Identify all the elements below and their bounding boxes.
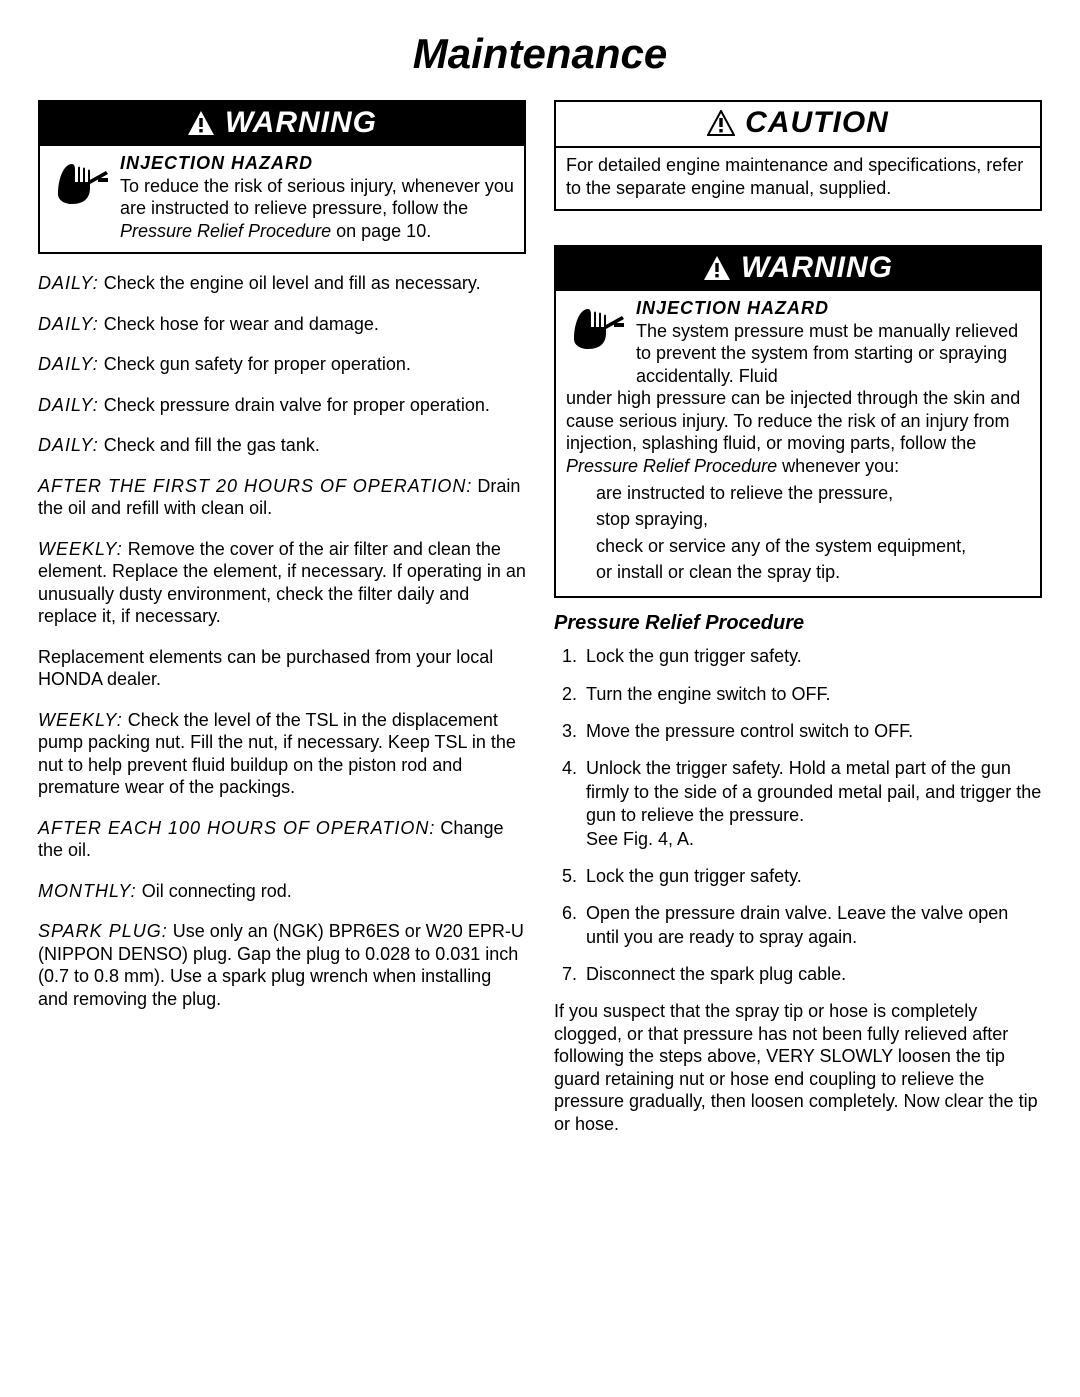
maintenance-item: AFTER EACH 100 HOURS OF OPERATION: Chang…	[38, 817, 526, 862]
procedure-step: Lock the gun trigger safety.	[582, 645, 1042, 668]
warning-body: INJECTION HAZARD The system pressure mus…	[556, 291, 1040, 596]
warning-body-em: Pressure Relief Procedure	[120, 221, 331, 241]
item-label: AFTER EACH 100 HOURS OF OPERATION:	[38, 818, 435, 838]
procedure-tail: If you suspect that the spray tip or hos…	[554, 1000, 1042, 1135]
item-text: Replacement elements can be purchased fr…	[38, 647, 493, 690]
maintenance-item: SPARK PLUG: Use only an (NGK) BPR6ES or …	[38, 920, 526, 1010]
item-label: DAILY:	[38, 354, 99, 374]
procedure-step: Move the pressure control switch to OFF.	[582, 720, 1042, 743]
warning-rest-after: whenever you:	[777, 456, 899, 476]
item-label: DAILY:	[38, 273, 99, 293]
maintenance-item: DAILY: Check hose for wear and damage.	[38, 313, 526, 336]
warning-body-after: on page 10.	[331, 221, 431, 241]
warning-bullet: check or service any of the system equip…	[596, 534, 1030, 558]
alert-triangle-icon	[707, 110, 735, 136]
warning-title: WARNING	[741, 251, 893, 285]
procedure-list: Lock the gun trigger safety. Turn the eng…	[554, 645, 1042, 986]
left-column: WARNING INJECTION HAZARD To reduce the r…	[38, 100, 526, 1135]
warning-title: WARNING	[225, 106, 377, 140]
caution-body: For detailed engine maintenance and spec…	[556, 148, 1040, 209]
warning-lead-text: The system pressure must be manually rel…	[636, 321, 1018, 386]
procedure-step: Disconnect the spark plug cable.	[582, 963, 1042, 986]
maintenance-item: Replacement elements can be purchased fr…	[38, 646, 526, 691]
item-text: Oil connecting rod.	[137, 881, 292, 901]
warning-rest-em: Pressure Relief Procedure	[566, 456, 777, 476]
item-text: Check pressure drain valve for proper op…	[99, 395, 490, 415]
item-text: Check the engine oil level and fill as n…	[99, 273, 481, 293]
item-label: MONTHLY:	[38, 881, 137, 901]
item-label: WEEKLY:	[38, 710, 123, 730]
caution-box: CAUTION For detailed engine maintenance …	[554, 100, 1042, 211]
maintenance-item: DAILY: Check the engine oil level and fi…	[38, 272, 526, 295]
procedure-heading: Pressure Relief Procedure	[554, 612, 1042, 635]
maintenance-item: WEEKLY: Check the level of the TSL in th…	[38, 709, 526, 799]
warning-bullets: are instructed to relieve the pressure,s…	[566, 481, 1030, 584]
item-label: DAILY:	[38, 314, 99, 334]
page: Maintenance WARNING	[0, 0, 1080, 1135]
maintenance-item: WEEKLY: Remove the cover of the air filt…	[38, 538, 526, 628]
caution-header: CAUTION	[556, 102, 1040, 148]
injection-hand-icon	[566, 299, 626, 355]
warning-bullet: or install or clean the spray tip.	[596, 560, 1030, 584]
right-column: CAUTION For detailed engine maintenance …	[554, 100, 1042, 1135]
maintenance-item: DAILY: Check gun safety for proper opera…	[38, 353, 526, 376]
hazard-label: INJECTION HAZARD	[120, 153, 313, 173]
caution-title: CAUTION	[745, 106, 889, 140]
warning-body-before: To reduce the risk of serious injury, wh…	[120, 176, 514, 219]
maintenance-item: DAILY: Check pressure drain valve for pr…	[38, 394, 526, 417]
warning-header: WARNING	[40, 102, 524, 146]
warning-box-right: WARNING INJECTION HAZARD The system pres…	[554, 245, 1042, 598]
maintenance-item: AFTER THE FIRST 20 HOURS OF OPERATION: D…	[38, 475, 526, 520]
procedure-step: Lock the gun trigger safety.	[582, 865, 1042, 888]
item-label: AFTER THE FIRST 20 HOURS OF OPERATION:	[38, 476, 472, 496]
warning-lead: INJECTION HAZARD The system pressure mus…	[636, 297, 1030, 387]
item-text: Check gun safety for proper operation.	[99, 354, 411, 374]
maintenance-item: DAILY: Check and fill the gas tank.	[38, 434, 526, 457]
warning-body: INJECTION HAZARD To reduce the risk of s…	[40, 146, 524, 252]
alert-triangle-icon	[703, 255, 731, 281]
item-label: SPARK PLUG:	[38, 921, 168, 941]
procedure-step: Turn the engine switch to OFF.	[582, 683, 1042, 706]
warning-header: WARNING	[556, 247, 1040, 291]
item-label: DAILY:	[38, 395, 99, 415]
warning-text: INJECTION HAZARD To reduce the risk of s…	[120, 152, 514, 242]
warning-bullet: are instructed to relieve the pressure,	[596, 481, 1030, 505]
hazard-label: INJECTION HAZARD	[636, 298, 829, 318]
warning-bullet: stop spraying,	[596, 507, 1030, 531]
item-label: DAILY:	[38, 435, 99, 455]
alert-triangle-icon	[187, 110, 215, 136]
maintenance-items: DAILY: Check the engine oil level and fi…	[38, 272, 526, 1010]
item-text: Check hose for wear and damage.	[99, 314, 379, 334]
procedure-step: Open the pressure drain valve. Leave the…	[582, 902, 1042, 949]
warning-rest-before: under high pressure can be injected thro…	[566, 388, 1020, 453]
spacer	[554, 211, 1042, 245]
item-label: WEEKLY:	[38, 539, 123, 559]
injection-hand-icon	[50, 154, 110, 210]
warning-box-left: WARNING INJECTION HAZARD To reduce the r…	[38, 100, 526, 254]
columns: WARNING INJECTION HAZARD To reduce the r…	[38, 100, 1042, 1135]
page-title: Maintenance	[38, 30, 1042, 78]
item-text: Check and fill the gas tank.	[99, 435, 320, 455]
procedure-step: Unlock the trigger safety. Hold a metal …	[582, 757, 1042, 851]
maintenance-item: MONTHLY: Oil connecting rod.	[38, 880, 526, 903]
